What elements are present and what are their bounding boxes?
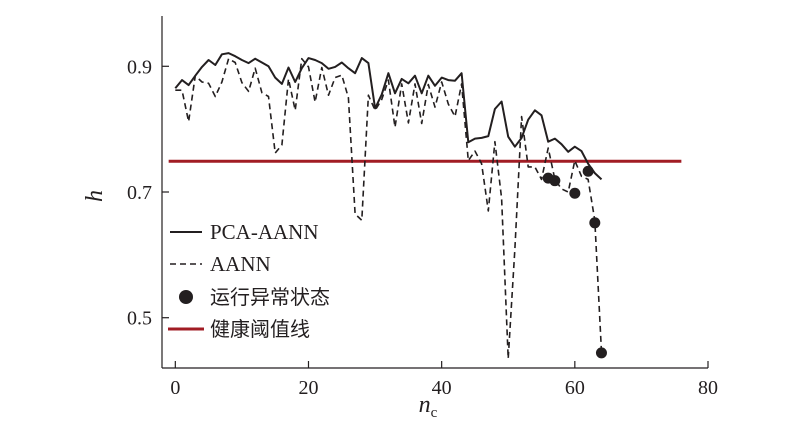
legend-label-pca-aann: PCA-AANN (210, 220, 319, 244)
legend-label-threshold: 健康阈值线 (210, 317, 310, 341)
abnormal-point (595, 347, 607, 359)
axes: 0 20 40 60 80 0.5 0.7 0.9 (127, 16, 718, 399)
legend-marker-abnormal (179, 290, 193, 304)
abnormal-point (549, 175, 561, 187)
abnormal-point (582, 165, 594, 177)
y-tick-label: 0.7 (127, 182, 152, 204)
x-tick-label: 40 (432, 377, 452, 399)
x-tick-label: 60 (565, 377, 585, 399)
y-tick-label: 0.5 (127, 308, 152, 330)
legend: PCA-AANN AANN 运行异常状态 健康阈值线 (168, 220, 330, 341)
x-axis-label: nc (419, 392, 438, 421)
x-axis-label-subscript: c (431, 405, 438, 421)
x-tick-label: 20 (298, 377, 318, 399)
series-layer (174, 52, 603, 360)
legend-label-aann: AANN (210, 252, 271, 276)
y-tick-label: 0.9 (127, 56, 152, 78)
x-tick-label: 0 (170, 377, 180, 399)
x-axis-label-main: n (419, 392, 431, 418)
points-layer (542, 165, 607, 359)
series-line-pca-aann (174, 52, 603, 181)
abnormal-point (589, 217, 601, 229)
abnormal-point (569, 187, 581, 199)
y-axis-label: h (82, 190, 108, 202)
x-tick-label: 80 (698, 377, 718, 399)
series-line-aann (175, 57, 603, 360)
legend-label-abnormal: 运行异常状态 (210, 285, 330, 309)
